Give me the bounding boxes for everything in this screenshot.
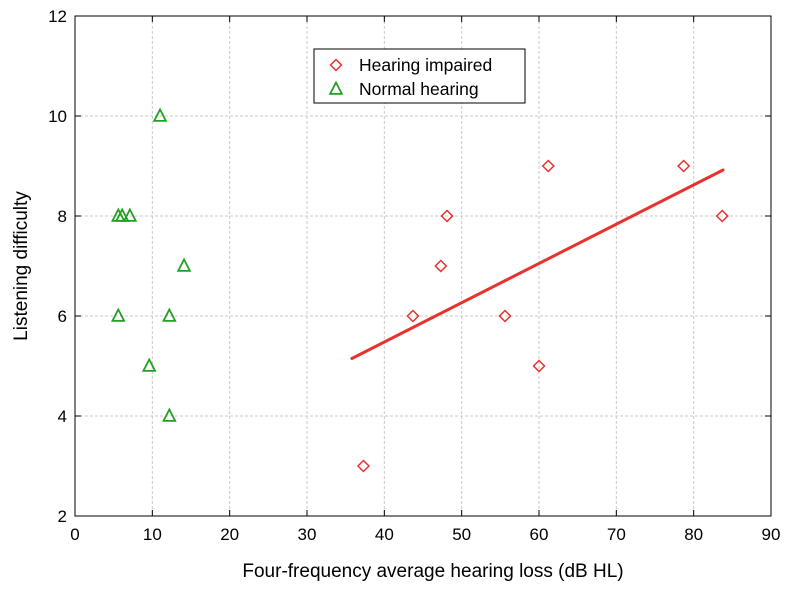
x-tick-label-0: 0 (70, 525, 79, 544)
point-hearing-impaired-7 (541, 159, 555, 173)
y-tick-label-4: 4 (58, 407, 67, 426)
point-hearing-impaired-8 (677, 159, 691, 173)
point-hearing-impaired-3 (434, 259, 448, 273)
point-normal-hearing-9 (176, 257, 192, 272)
legend-diamond-icon (329, 58, 343, 72)
point-normal-hearing-2 (114, 207, 130, 222)
point-normal-hearing-7 (141, 357, 157, 372)
point-normal-hearing-6 (162, 307, 177, 322)
point-hearing-impaired-6 (532, 359, 546, 373)
gridlines (75, 16, 771, 516)
point-normal-hearing-4 (152, 107, 168, 122)
point-normal-hearing-5 (110, 307, 126, 322)
point-hearing-impaired-9 (715, 209, 729, 223)
legend-label-hearing-impaired: Hearing impaired (359, 55, 492, 75)
y-axis-tick-labels: 2 4 6 8 10 12 (48, 7, 67, 526)
legend-box (313, 48, 526, 104)
trend-line-hearing-impaired (350, 168, 725, 360)
x-tick-label-30: 30 (298, 525, 317, 544)
x-tick-label-20: 20 (220, 525, 239, 544)
point-normal-hearing-8 (162, 407, 177, 422)
legend-triangle-icon (328, 80, 344, 95)
x-tick-label-80: 80 (684, 525, 703, 544)
x-tick-label-70: 70 (607, 525, 626, 544)
x-axis-tick-labels: 0 10 20 30 40 50 60 70 80 90 (70, 525, 780, 544)
point-hearing-impaired-1 (356, 459, 371, 473)
x-tick-label-40: 40 (375, 525, 394, 544)
point-normal-hearing-3 (122, 207, 138, 222)
y-tick-label-2: 2 (58, 507, 67, 526)
x-tick-label-90: 90 (762, 525, 781, 544)
point-hearing-impaired-5 (498, 309, 512, 323)
x-tick-label-50: 50 (452, 525, 471, 544)
y-tick-label-10: 10 (48, 107, 67, 126)
point-hearing-impaired-4 (440, 209, 454, 223)
trend-lines (350, 168, 725, 360)
legend-marker-normal-hearing-icon (328, 80, 344, 95)
data-points (110, 107, 729, 473)
x-tick-label-10: 10 (143, 525, 162, 544)
y-tick-label-8: 8 (58, 207, 67, 226)
plot-frame (74, 15, 772, 517)
axis-ticks (74, 15, 772, 517)
y-tick-label-6: 6 (58, 307, 67, 326)
point-hearing-impaired-2 (406, 309, 420, 323)
legend-marker-hearing-impaired-icon (329, 58, 343, 72)
legend: Hearing impaired Normal hearing (313, 48, 526, 104)
x-tick-label-60: 60 (530, 525, 549, 544)
legend-label-normal-hearing: Normal hearing (359, 79, 479, 99)
y-axis-title: Listening difficulty (11, 191, 32, 341)
x-axis-title: Four-frequency average hearing loss (dB … (242, 561, 623, 582)
y-tick-label-12: 12 (48, 7, 67, 26)
